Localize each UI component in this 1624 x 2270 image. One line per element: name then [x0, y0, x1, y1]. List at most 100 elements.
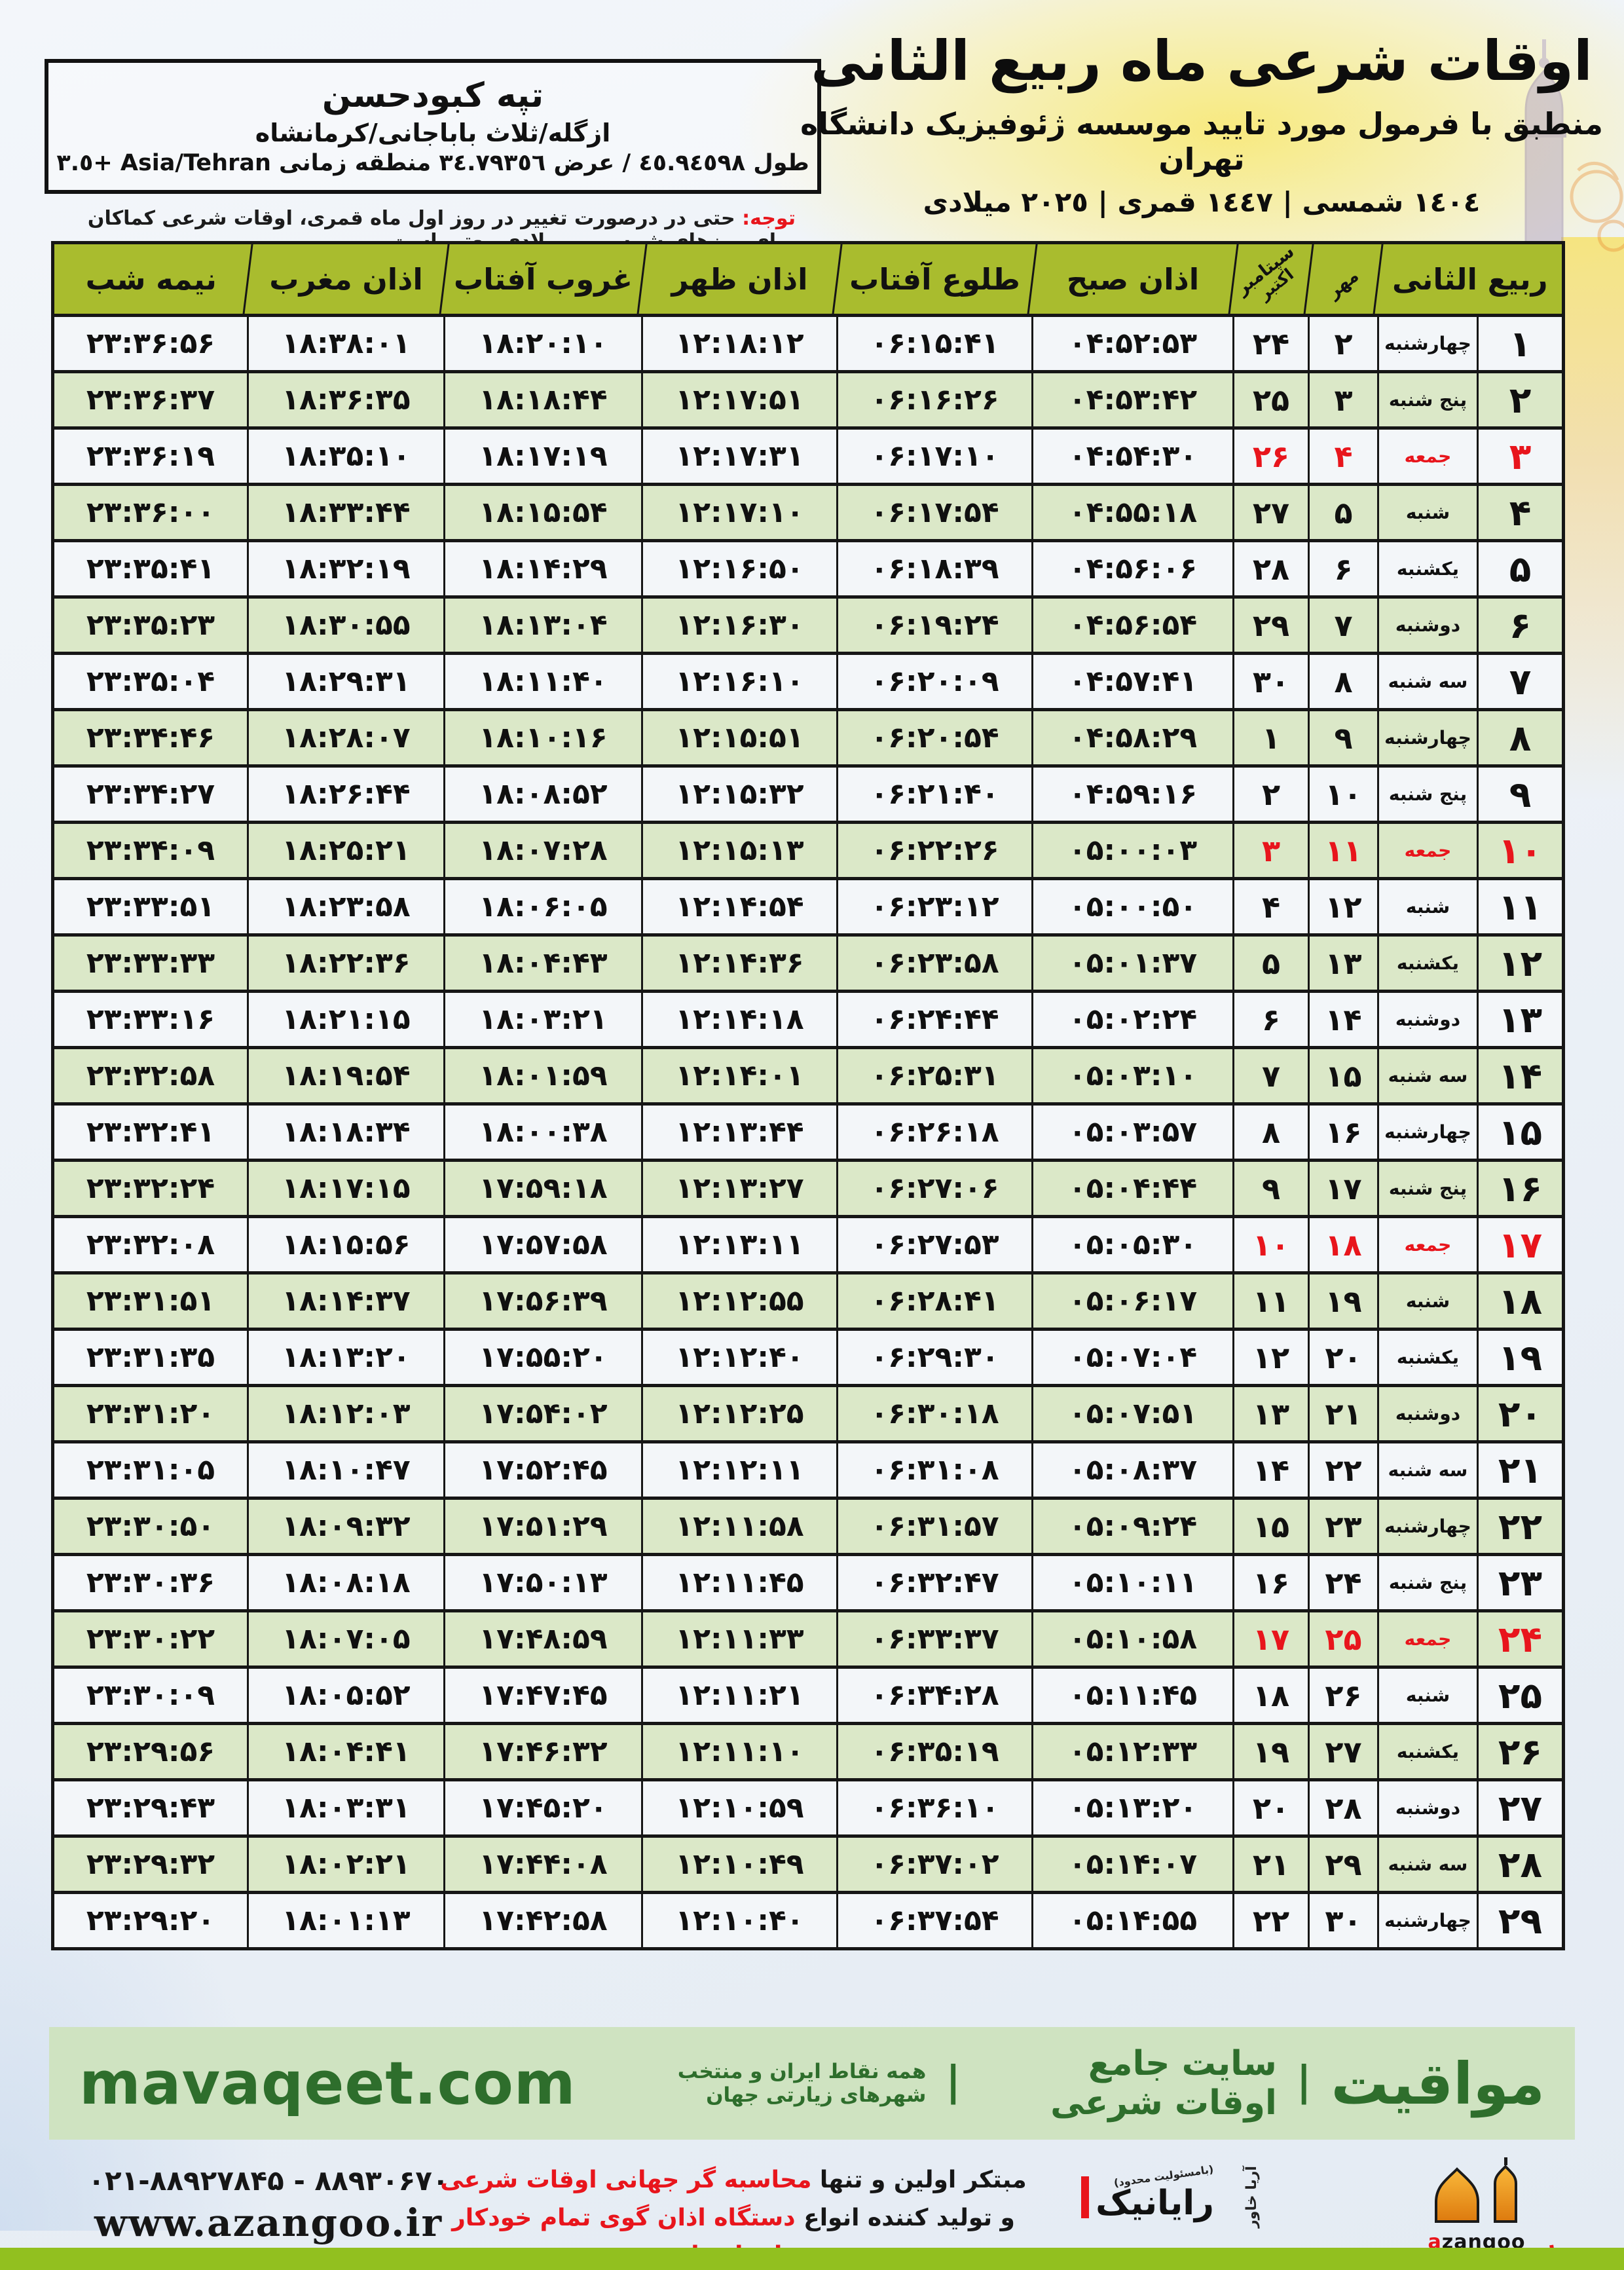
cell-midnight: ۲۳:۳۶:۰۰: [52, 483, 249, 542]
cell-dhuhr: ۱۲:۱۴:۳۶: [641, 933, 838, 993]
cell-sunrise: ۰۶:۳۶:۱۰: [836, 1778, 1033, 1838]
cell-maghrib: ۱۸:۲۸:۰۷: [247, 708, 445, 768]
cell-fajr: ۰۵:۱۴:۰۷: [1031, 1834, 1234, 1894]
cell-midnight: ۲۳:۳۶:۵۶: [52, 314, 249, 373]
cell-sunset: ۱۷:۴۴:۰۸: [443, 1834, 643, 1894]
table-row: ۳ جمعه ۴ ۲۶ ۰۴:۵۴:۳۰ ۰۶:۱۷:۱۰ ۱۲:۱۷:۳۱ ۱…: [52, 426, 1564, 486]
mavaqeet-url-link[interactable]: mavaqeet.com: [79, 2049, 576, 2118]
cell-sunset: ۱۸:۲۰:۱۰: [443, 314, 643, 373]
cell-sunrise: ۰۶:۳۰:۱۸: [836, 1384, 1033, 1443]
cell-sunset: ۱۸:۱۱:۴۰: [443, 652, 643, 711]
cell-midnight: ۲۳:۳۴:۴۶: [52, 708, 249, 768]
azangoo-url-link[interactable]: www.azangoo.ir: [94, 2201, 443, 2245]
cell-fajr: ۰۵:۰۷:۵۱: [1031, 1384, 1234, 1443]
cell-hijri-day: ۸: [1477, 708, 1564, 768]
cell-dhuhr: ۱۲:۱۰:۴۹: [641, 1834, 838, 1894]
cell-mehr-day: ۲۵: [1308, 1609, 1379, 1669]
cell-midnight: ۲۳:۳۰:۰۹: [52, 1665, 249, 1725]
cell-fajr: ۰۵:۰۷:۰۴: [1031, 1328, 1234, 1387]
cell-mehr-day: ۱۱: [1308, 821, 1379, 880]
cell-maghrib: ۱۸:۰۸:۱۸: [247, 1553, 445, 1612]
cell-mehr-day: ۲۹: [1308, 1834, 1379, 1894]
table-row: ۱۴ سه شنبه ۱۵ ۷ ۰۵:۰۳:۱۰ ۰۶:۲۵:۳۱ ۱۲:۱۴:…: [52, 1046, 1564, 1106]
cell-midnight: ۲۳:۳۳:۵۱: [52, 877, 249, 937]
cell-sunrise: ۰۶:۲۲:۲۶: [836, 821, 1033, 880]
banner-divider: |: [946, 2056, 961, 2105]
cell-fajr: ۰۵:۰۱:۳۷: [1031, 933, 1234, 993]
table-row: ۲۷ دوشنبه ۲۸ ۲۰ ۰۵:۱۳:۲۰ ۰۶:۳۶:۱۰ ۱۲:۱۰:…: [52, 1778, 1564, 1838]
cell-gregorian-day: ۶: [1232, 990, 1310, 1049]
cell-weekday: دوشنبه: [1377, 1384, 1479, 1443]
cell-gregorian-day: ۱۳: [1232, 1384, 1310, 1443]
cell-dhuhr: ۱۲:۱۳:۲۷: [641, 1159, 838, 1218]
cell-hijri-day: ۴: [1477, 483, 1564, 542]
cell-hijri-day: ۱۲: [1477, 933, 1564, 993]
cell-maghrib: ۱۸:۰۱:۱۳: [247, 1891, 445, 1950]
cell-gregorian-day: ۲۰: [1232, 1778, 1310, 1838]
cell-sunrise: ۰۶:۲۳:۵۸: [836, 933, 1033, 993]
cell-dhuhr: ۱۲:۱۳:۱۱: [641, 1215, 838, 1275]
cell-fajr: ۰۵:۱۰:۱۱: [1031, 1553, 1234, 1612]
mavaqeet-banner: مواقیت | سایت جامع اوقات شرعی | همه نقاط…: [49, 2027, 1575, 2140]
location-name: تپه کبودحسن: [322, 76, 544, 116]
cell-dhuhr: ۱۲:۱۰:۵۹: [641, 1778, 838, 1838]
cell-dhuhr: ۱۲:۱۱:۲۱: [641, 1665, 838, 1725]
cell-maghrib: ۱۸:۲۹:۳۱: [247, 652, 445, 711]
cell-weekday: یکشنبه: [1377, 539, 1479, 599]
cell-sunrise: ۰۶:۱۵:۴۱: [836, 314, 1033, 373]
cell-weekday: جمعه: [1377, 1215, 1479, 1275]
table-row: ۱۸ شنبه ۱۹ ۱۱ ۰۵:۰۶:۱۷ ۰۶:۲۸:۴۱ ۱۲:۱۲:۵۵…: [52, 1271, 1564, 1331]
cell-gregorian-day: ۱۶: [1232, 1553, 1310, 1612]
header-fajr: اذان صبح: [1032, 241, 1234, 317]
cell-maghrib: ۱۸:۱۵:۵۶: [247, 1215, 445, 1275]
cell-sunrise: ۰۶:۲۶:۱۸: [836, 1102, 1033, 1162]
title-block: اوقات شرعی ماه ربیع الثانی منطبق با فرمو…: [792, 18, 1611, 218]
cell-midnight: ۲۳:۳۵:۴۱: [52, 539, 249, 599]
cell-hijri-day: ۱۸: [1477, 1271, 1564, 1331]
cell-dhuhr: ۱۲:۱۰:۴۰: [641, 1891, 838, 1950]
cell-mehr-day: ۲۳: [1308, 1497, 1379, 1556]
cell-fajr: ۰۵:۱۱:۴۵: [1031, 1665, 1234, 1725]
table-row: ۹ پنج شنبه ۱۰ ۲ ۰۴:۵۹:۱۶ ۰۶:۲۱:۴۰ ۱۲:۱۵:…: [52, 764, 1564, 824]
cell-midnight: ۲۳:۲۹:۵۶: [52, 1722, 249, 1781]
table-row: ۸ چهارشنبه ۹ ۱ ۰۴:۵۸:۲۹ ۰۶:۲۰:۵۴ ۱۲:۱۵:۵…: [52, 708, 1564, 768]
cell-gregorian-day: ۲۹: [1232, 595, 1310, 655]
cell-dhuhr: ۱۲:۱۱:۵۸: [641, 1497, 838, 1556]
cell-midnight: ۲۳:۲۹:۳۲: [52, 1834, 249, 1894]
prayer-table: ربیع الثانی مهر سپتامبر اکتبر اذان صبح طل…: [51, 241, 1565, 1950]
cell-sunrise: ۰۶:۲۵:۳۱: [836, 1046, 1033, 1106]
cell-hijri-day: ۲۶: [1477, 1722, 1564, 1781]
header-mehr: مهر: [1308, 241, 1378, 317]
cell-sunset: ۱۷:۵۹:۱۸: [443, 1159, 643, 1218]
page-title: اوقات شرعی ماه ربیع الثانی: [811, 29, 1593, 93]
cell-midnight: ۲۳:۳۱:۲۰: [52, 1384, 249, 1443]
cell-dhuhr: ۱۲:۱۲:۵۵: [641, 1271, 838, 1331]
cell-maghrib: ۱۸:۱۷:۱۵: [247, 1159, 445, 1218]
header-maghrib: اذان مغرب: [248, 241, 445, 317]
cell-weekday: یکشنبه: [1377, 1722, 1479, 1781]
table-row: ۱۳ دوشنبه ۱۴ ۶ ۰۵:۰۲:۲۴ ۰۶:۲۴:۴۴ ۱۲:۱۴:۱…: [52, 990, 1564, 1049]
cell-hijri-day: ۷: [1477, 652, 1564, 711]
mavaqeet-description: سایت جامع اوقات شرعی: [1050, 2044, 1277, 2123]
notice-label: توجه:: [742, 207, 796, 230]
cell-dhuhr: ۱۲:۱۲:۱۱: [641, 1440, 838, 1500]
cell-weekday: پنج شنبه: [1377, 370, 1479, 430]
cell-maghrib: ۱۸:۰۲:۲۱: [247, 1834, 445, 1894]
cell-hijri-day: ۳: [1477, 426, 1564, 486]
cell-fajr: ۰۵:۰۵:۳۰: [1031, 1215, 1234, 1275]
cell-gregorian-day: ۲: [1232, 764, 1310, 824]
table-row: ۱۱ شنبه ۱۲ ۴ ۰۵:۰۰:۵۰ ۰۶:۲۳:۱۲ ۱۲:۱۴:۵۴ …: [52, 877, 1564, 937]
phone-numbers: ۰۲۱-۸۸۹۲۷۸۴۵ - ۸۸۹۳۰۶۷۰: [88, 2165, 449, 2197]
cell-fajr: ۰۴:۵۶:۵۴: [1031, 595, 1234, 655]
cell-mehr-day: ۱۹: [1308, 1271, 1379, 1331]
table-row: ۲۸ سه شنبه ۲۹ ۲۱ ۰۵:۱۴:۰۷ ۰۶:۳۷:۰۲ ۱۲:۱۰…: [52, 1834, 1564, 1894]
cell-midnight: ۲۳:۳۶:۱۹: [52, 426, 249, 486]
cell-gregorian-day: ۱۴: [1232, 1440, 1310, 1500]
cell-sunset: ۱۷:۵۵:۲۰: [443, 1328, 643, 1387]
table-row: ۱۹ یکشنبه ۲۰ ۱۲ ۰۵:۰۷:۰۴ ۰۶:۲۹:۳۰ ۱۲:۱۲:…: [52, 1328, 1564, 1387]
header-sunrise: طلوع آفتاب: [837, 241, 1033, 317]
cell-gregorian-day: ۱۰: [1232, 1215, 1310, 1275]
table-row: ۲۱ سه شنبه ۲۲ ۱۴ ۰۵:۰۸:۳۷ ۰۶:۳۱:۰۸ ۱۲:۱۲…: [52, 1440, 1564, 1500]
cell-maghrib: ۱۸:۱۰:۴۷: [247, 1440, 445, 1500]
cell-dhuhr: ۱۲:۱۷:۵۱: [641, 370, 838, 430]
